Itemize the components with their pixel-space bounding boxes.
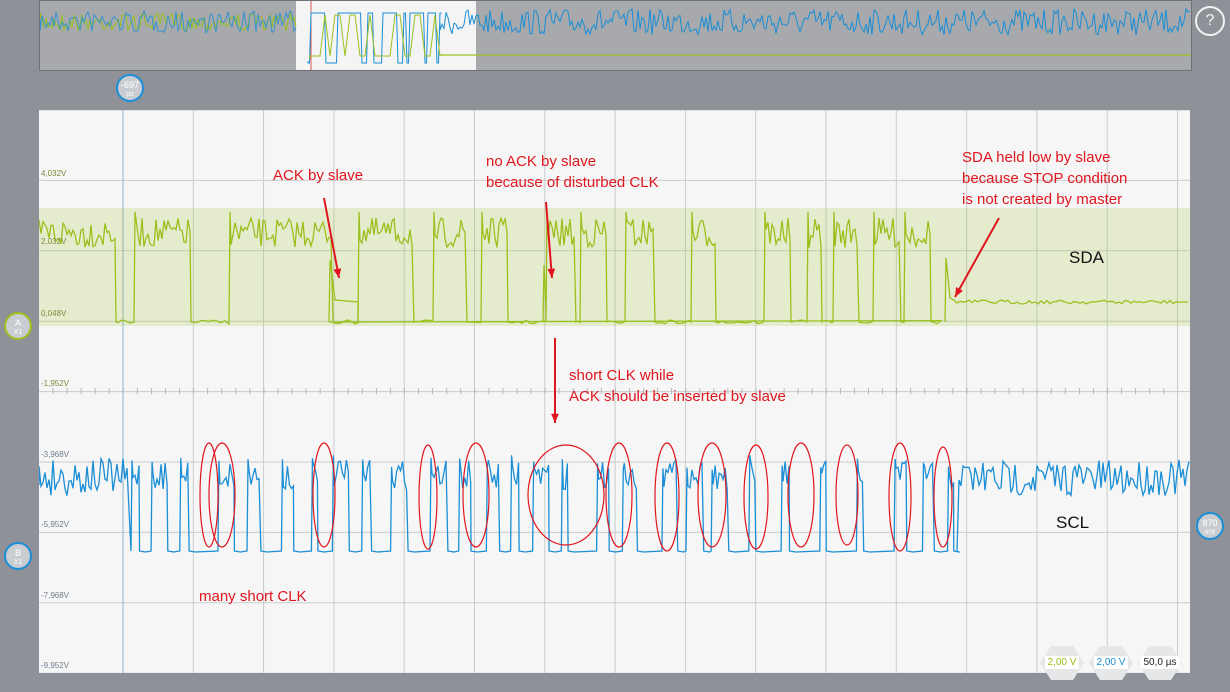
short-clk-ellipse [208, 442, 236, 548]
trigger-value: 870 [1202, 518, 1218, 528]
short-clk-ellipse [787, 442, 815, 548]
overview-burst-sda [309, 14, 441, 59]
level-label: -7,968V [41, 591, 70, 600]
sda-low-arrow [954, 217, 1000, 298]
overview-waveform [40, 1, 1191, 70]
sda-trace [39, 211, 943, 326]
channel-b-marker[interactable]: B X1 [4, 542, 32, 570]
channel-b-letter: B [14, 548, 21, 558]
help-button[interactable]: ? [1195, 6, 1225, 36]
short-clk-ellipse [743, 444, 769, 550]
short-clk-ellipse [888, 442, 912, 552]
channel-a-scale-button[interactable]: 2,00 V [1040, 646, 1084, 680]
scl-label: SCL [1056, 513, 1090, 532]
overview-burst-scl [307, 12, 442, 64]
no-ack-arrow [545, 201, 553, 279]
annotation-ack: ACK by slave [273, 167, 364, 184]
short-clk-ellipse [933, 446, 953, 548]
time-marker-unit: µs [126, 91, 134, 98]
short-clk-ellipse [462, 442, 490, 548]
short-clk-ellipse [312, 442, 336, 548]
overview-shade-right [476, 1, 1191, 70]
sda-label: SDA [1069, 248, 1104, 267]
annotation-no-ack: no ACK by slave because of disturbed CLK [486, 153, 659, 191]
annotation-short-clk: short CLK while ACK should be inserted b… [569, 367, 786, 405]
level-label: 2,032V [41, 237, 67, 246]
sda-band [39, 208, 1190, 326]
sda-ack-blip [328, 259, 359, 323]
short-clk-ellipse [605, 442, 633, 548]
overview-scl-noise [439, 7, 1191, 36]
overview-scl-trace [40, 9, 297, 35]
level-label: 4,032V [41, 169, 67, 178]
ack-arrow [323, 197, 340, 279]
ack-arrow-head [333, 268, 342, 278]
channel-b-sub: X1 [13, 559, 23, 566]
level-label: 0,048V [41, 309, 67, 318]
short-clk-ellipse [835, 444, 859, 546]
channel-b-scale-button[interactable]: 2,00 V [1089, 646, 1133, 680]
annotation-many-short-clk: many short CLK [199, 588, 307, 605]
trigger-unit: mV [1204, 529, 1216, 536]
no-ack-arrow-head [547, 268, 556, 278]
short-clk-ellipse [199, 442, 219, 548]
short-clk-ellipse [527, 444, 605, 546]
sda-low-arrow-head [955, 287, 963, 297]
short-clk-ellipse [654, 442, 680, 552]
waveform-canvas [39, 110, 1190, 673]
channel-a-sub: X1 [13, 329, 23, 336]
short-clk-ellipse [697, 442, 727, 548]
channel-a-letter: A [14, 318, 21, 328]
annotation-sda-low: SDA held low by slave because STOP condi… [962, 149, 1128, 208]
channel-a-marker[interactable]: A X1 [4, 312, 32, 340]
timebase-scale-button[interactable]: 50,0 µs [1138, 646, 1182, 680]
short-clk-ellipse [418, 444, 438, 550]
short-clk-arrow-head [551, 413, 559, 423]
sda-no-ack-blip [542, 264, 547, 323]
trigger-level-marker[interactable]: 870 mV [1196, 512, 1224, 540]
time-marker-value: -697 [120, 80, 139, 90]
scope-display[interactable]: 4,032V 2,032V 0,048V -1,952V -3,968V -5,… [39, 110, 1190, 673]
time-marker[interactable]: -697 µs [116, 74, 144, 102]
scl-trace [39, 455, 1190, 553]
level-label: -5,952V [41, 520, 70, 529]
level-label: -3,968V [41, 450, 70, 459]
level-label: -1,952V [41, 379, 70, 388]
level-label: -9,952V [41, 661, 70, 670]
sda-held-low [944, 257, 1189, 323]
overview-shade-left [40, 1, 296, 70]
overview-strip[interactable] [39, 0, 1192, 71]
